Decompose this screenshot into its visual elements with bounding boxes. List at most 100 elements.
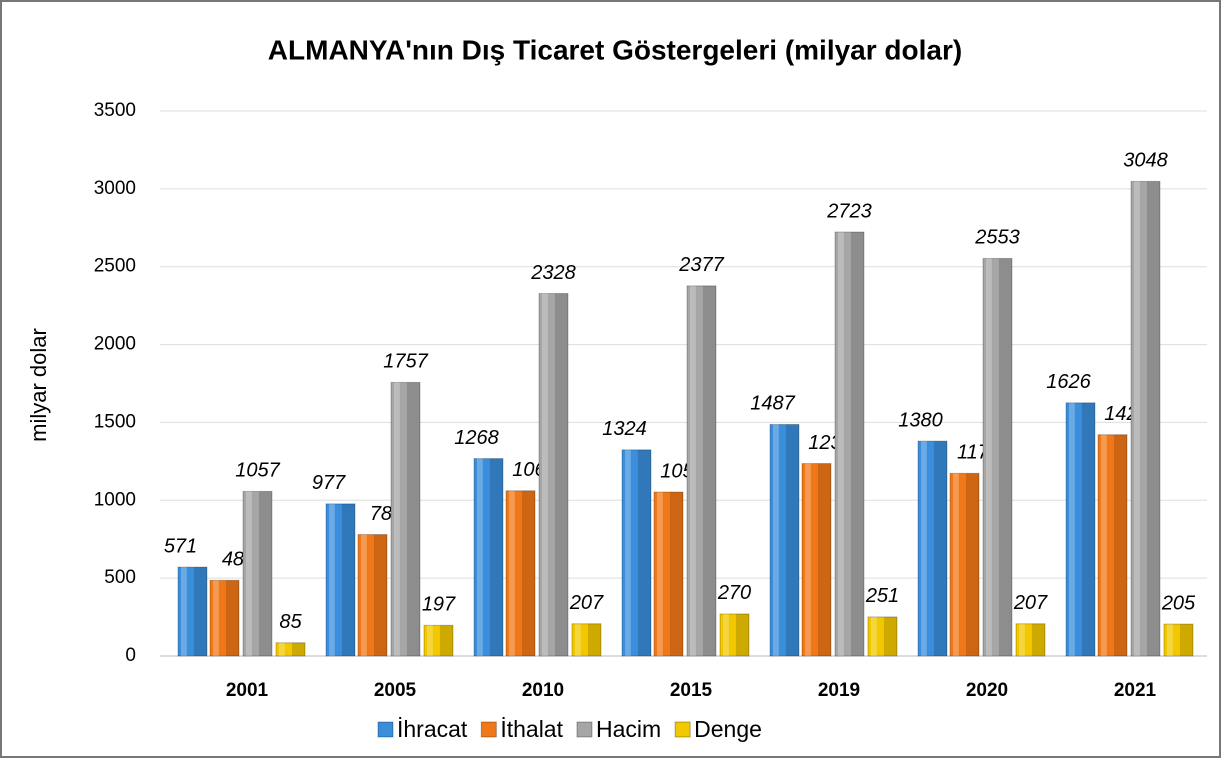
data-label: 1324	[602, 418, 647, 440]
data-label: 2723	[826, 200, 872, 222]
y-tick-label: 500	[104, 567, 136, 588]
bar	[917, 440, 948, 657]
bar-shade	[1081, 402, 1095, 656]
bar	[982, 257, 1013, 657]
y-tick-label: 1500	[94, 411, 136, 432]
y-tick-label: 0	[125, 645, 136, 666]
data-label: 2553	[974, 227, 1020, 249]
bar-shade	[933, 441, 947, 656]
data-label: 1757	[383, 351, 428, 373]
bar-shade	[669, 492, 683, 656]
bar-shine	[181, 567, 187, 656]
bar-shade	[193, 567, 207, 656]
data-label: 3048	[1123, 150, 1168, 172]
bar	[275, 642, 306, 657]
bar-shade	[1179, 624, 1193, 656]
y-tick-label: 1000	[94, 489, 136, 510]
bar-shade	[341, 503, 355, 656]
bar-shine	[805, 463, 811, 656]
chart-title: ALMANYA'nın Dış Ticaret Göstergeleri (mi…	[268, 34, 962, 65]
bar-shine	[427, 625, 433, 656]
bar-shade	[702, 285, 716, 656]
x-tick-label: 2020	[966, 680, 1008, 701]
bar	[686, 285, 717, 657]
bar-shade	[1031, 623, 1045, 656]
data-label: 571	[164, 535, 197, 557]
bar-shade	[637, 449, 651, 656]
legend-swatch	[674, 721, 691, 738]
bar-shine	[329, 503, 335, 656]
bar-shade	[817, 463, 831, 656]
bar	[357, 534, 388, 657]
y-tick-label: 2000	[94, 334, 136, 355]
bar	[1130, 180, 1161, 657]
bar-shade	[225, 580, 239, 656]
bar-shine	[921, 441, 927, 656]
bar-shine	[542, 293, 548, 656]
bar-shade	[785, 424, 799, 656]
bar	[177, 566, 208, 657]
bar-shine	[279, 642, 285, 656]
bar	[473, 458, 504, 657]
bar-shine	[1069, 402, 1075, 656]
y-tick-label: 2500	[94, 256, 136, 277]
bar-shade	[735, 613, 749, 656]
legend-swatch	[576, 721, 593, 738]
bar	[505, 490, 536, 657]
bar-shine	[773, 424, 779, 656]
bar-shade	[1146, 181, 1160, 656]
bar-shine	[477, 458, 483, 656]
bar	[325, 503, 356, 657]
bar-shade	[850, 231, 864, 657]
bar-shade	[258, 491, 272, 656]
x-tick-label: 2010	[522, 680, 564, 701]
legend-label: İhracat	[397, 716, 468, 742]
bar	[834, 231, 865, 657]
data-label: 207	[569, 592, 604, 614]
bar-shade	[521, 490, 535, 656]
bar-shine	[1019, 623, 1025, 656]
data-label: 1487	[750, 393, 795, 415]
bar	[209, 579, 240, 657]
bar	[719, 613, 750, 657]
data-label: 1380	[898, 409, 943, 431]
bar-shine	[361, 534, 367, 656]
bar-shine	[723, 613, 729, 656]
bar	[1097, 434, 1128, 657]
data-label: 2328	[530, 262, 576, 284]
data-label: 977	[312, 472, 346, 494]
legend-label: Denge	[694, 716, 762, 742]
bar-shine	[986, 258, 992, 656]
bar-shine	[509, 490, 515, 656]
bar-shine	[575, 623, 581, 656]
bar-shine	[871, 616, 877, 656]
bar-shine	[1167, 624, 1173, 656]
data-label: 2377	[678, 254, 724, 276]
data-label: 205	[1161, 592, 1196, 614]
bar-shade	[406, 382, 420, 656]
bar-shade	[554, 293, 568, 656]
bar	[571, 623, 602, 657]
legend-swatch	[480, 721, 497, 738]
bar-shade	[965, 473, 979, 656]
bar-shade	[439, 625, 453, 656]
bar-shade	[291, 642, 305, 656]
y-tick-label: 3000	[94, 178, 136, 199]
y-axis-label: milyar dolar	[26, 328, 51, 442]
data-label: 270	[717, 582, 751, 604]
legend-label: Hacim	[596, 716, 661, 742]
data-label: 207	[1013, 592, 1048, 614]
bar-shine	[953, 473, 959, 656]
x-tick-label: 2019	[818, 680, 860, 701]
bar	[538, 292, 569, 657]
bar	[867, 616, 898, 657]
bar-shine	[657, 492, 663, 656]
legend-label: İthalat	[500, 716, 563, 742]
bar-shine	[213, 580, 219, 656]
bar	[949, 472, 980, 657]
x-tick-label: 2015	[670, 680, 713, 701]
bar-shine	[1134, 181, 1140, 656]
x-tick-label: 2005	[374, 680, 417, 701]
bar	[1163, 623, 1194, 657]
